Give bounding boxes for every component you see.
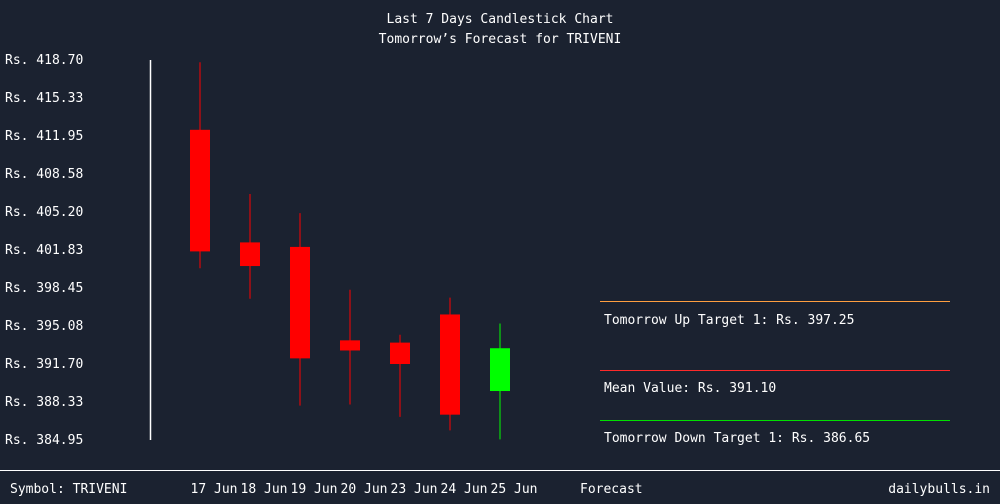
candle-body <box>190 129 210 252</box>
candle-body <box>290 246 310 359</box>
symbol-label: Symbol: TRIVENI <box>10 482 127 497</box>
y-tick-label: Rs. 398.45 <box>5 281 83 296</box>
x-tick-labels: 17 Jun 18 Jun 19 Jun 20 Jun 23 Jun 24 Jun 25 J… <box>191 482 538 497</box>
candle-20-jun <box>340 289 360 405</box>
candle-17-jun <box>190 62 210 269</box>
mean-value-label: Mean Value: Rs. 391.10 <box>604 381 776 396</box>
candle-25-jun <box>490 323 510 440</box>
candle-body <box>440 314 460 415</box>
candle-23-jun <box>390 334 410 417</box>
x-tick-label: 23 Jun <box>391 482 438 497</box>
y-tick-label: Rs. 388.33 <box>5 395 83 410</box>
chart-title: Last 7 Days Candlestick Chart <box>387 12 614 27</box>
down-target-label: Tomorrow Down Target 1: Rs. 386.65 <box>604 431 870 446</box>
candle-body <box>240 242 260 267</box>
y-tick-label: Rs. 395.08 <box>5 319 83 334</box>
candle-body <box>340 340 360 351</box>
candles <box>190 62 510 440</box>
candle-18-jun <box>240 193 260 299</box>
candle-body <box>390 342 410 364</box>
x-tick-label: 17 Jun <box>191 482 238 497</box>
y-tick-label: Rs. 405.20 <box>5 205 83 220</box>
y-tick-label: Rs. 418.70 <box>5 53 83 68</box>
chart-subtitle: Tomorrow’s Forecast for TRIVENI <box>379 32 622 47</box>
y-tick-labels: Rs. 418.70 Rs. 415.33 Rs. 411.95 Rs. 408.58… <box>5 53 83 448</box>
x-tick-label: 18 Jun <box>241 482 288 497</box>
candle-body <box>490 348 510 392</box>
site-label: dailybulls.in <box>888 482 990 497</box>
y-tick-label: Rs. 384.95 <box>5 433 83 448</box>
y-tick-label: Rs. 415.33 <box>5 91 83 106</box>
y-tick-label: Rs. 401.83 <box>5 243 83 258</box>
candle-24-jun <box>440 297 460 431</box>
candle-19-jun <box>290 213 310 406</box>
x-tick-label: 24 Jun <box>441 482 488 497</box>
y-tick-label: Rs. 411.95 <box>5 129 83 144</box>
up-target-label: Tomorrow Up Target 1: Rs. 397.25 <box>604 313 854 328</box>
x-tick-label: 19 Jun <box>291 482 338 497</box>
forecast-label: Forecast <box>580 482 643 497</box>
x-tick-label: 20 Jun <box>341 482 388 497</box>
x-tick-label: 25 Jun <box>491 482 538 497</box>
y-tick-label: Rs. 408.58 <box>5 167 83 182</box>
y-tick-label: Rs. 391.70 <box>5 357 83 372</box>
